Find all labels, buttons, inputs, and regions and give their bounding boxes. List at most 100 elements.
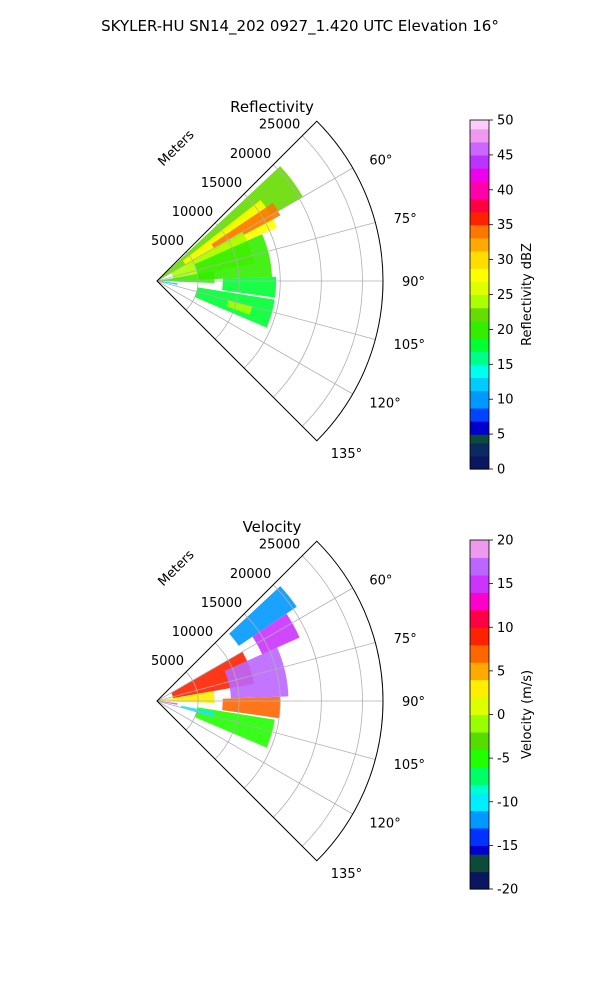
- colorbar-segment: [470, 736, 489, 742]
- colorbar-segment: [470, 561, 489, 567]
- colorbar-segment: [470, 346, 489, 352]
- colorbar-segment: [470, 884, 489, 890]
- colorbar-tick-label: 45: [497, 148, 514, 163]
- colorbar-segment: [470, 622, 489, 628]
- colorbar-tick-label: 40: [497, 183, 514, 198]
- colorbar-segment: [470, 137, 489, 143]
- azimuth-spoke-1: [156, 222, 376, 282]
- colorbar-tick-label: 10: [497, 393, 514, 408]
- colorbar-segment: [470, 740, 489, 746]
- colorbar-segment: [470, 827, 489, 833]
- colorbar-label: Velocity (m/s): [520, 670, 535, 759]
- velocity-colorbar: -20 -15 -10 -5 0 5 10 15 20 Velocity (m/s): [469, 534, 535, 898]
- azimuth-spoke-4: [156, 700, 353, 815]
- reflectivity-polar-grid: [156, 120, 384, 442]
- colorbar-segment: [470, 679, 489, 685]
- colorbar-segment: [470, 194, 489, 200]
- colorbar-segment: [470, 566, 489, 572]
- colorbar-segment: [470, 540, 489, 545]
- colorbar-segment: [470, 871, 489, 877]
- range-tick-label: 15000: [201, 596, 242, 611]
- colorbar-segment: [470, 705, 489, 711]
- colorbar-segment: [470, 237, 489, 243]
- range-tick-label: 5000: [151, 234, 184, 249]
- azimuth-tick-label: 120°: [369, 396, 400, 411]
- colorbar-segment: [470, 771, 489, 777]
- colorbar-segment: [470, 731, 489, 737]
- colorbar-segment: [470, 727, 489, 733]
- colorbar-segment: [470, 464, 489, 470]
- colorbar-segment: [470, 325, 489, 330]
- colorbar-segment: [470, 793, 489, 798]
- colorbar-segment: [470, 442, 489, 448]
- azimuth-tick-label: 75°: [394, 212, 417, 227]
- colorbar-segment: [470, 447, 489, 453]
- radial-axis-label: Meters: [156, 547, 198, 589]
- colorbar-segment: [470, 553, 489, 559]
- colorbar-segment: [470, 154, 489, 160]
- colorbar-segment: [470, 849, 489, 855]
- colorbar-tick-label: 20: [497, 534, 514, 549]
- colorbar-segment: [470, 823, 489, 829]
- echo-region-4: [194, 234, 272, 280]
- colorbar-segment: [470, 451, 489, 457]
- azimuth-tick-label: 75°: [394, 632, 417, 647]
- range-tick-label: 20000: [230, 567, 271, 582]
- colorbar-tick-label: -10: [497, 795, 518, 810]
- colorbar-segment: [470, 220, 489, 226]
- echo-region-8: [226, 300, 253, 315]
- colorbar-segment: [470, 601, 489, 607]
- colorbar-segment: [470, 407, 489, 413]
- colorbar-tick-label: 25: [497, 288, 514, 303]
- colorbar-segment: [470, 862, 489, 868]
- colorbar-segment: [470, 416, 489, 422]
- colorbar-segment: [470, 814, 489, 820]
- colorbar-segment: [470, 307, 489, 313]
- colorbar-segment: [470, 185, 489, 191]
- range-tick-label: 25000: [259, 118, 300, 133]
- colorbar-segment: [470, 858, 489, 864]
- sector-frame: [156, 540, 384, 862]
- colorbar-segment: [470, 233, 489, 239]
- colorbar-tick-label: 5: [497, 664, 505, 679]
- colorbar-tick-label: 15: [497, 358, 514, 373]
- colorbar-segment: [470, 819, 489, 825]
- colorbar-segment: [470, 224, 489, 230]
- colorbar-segment: [470, 657, 489, 663]
- colorbar-segment: [470, 381, 489, 387]
- colorbar-segment: [470, 836, 489, 842]
- colorbar-segment: [470, 329, 489, 335]
- colorbar-segment: [470, 710, 489, 716]
- colorbar-tick-label: 30: [497, 253, 514, 268]
- colorbar-segment: [470, 574, 489, 580]
- colorbar-segment: [470, 229, 489, 235]
- azimuth-tick-label: 90°: [402, 275, 425, 290]
- range-tick-label: 5000: [151, 654, 184, 669]
- colorbar-segment: [470, 670, 489, 676]
- colorbar-segment: [470, 128, 489, 134]
- azimuth-tick-label: 60°: [369, 574, 392, 589]
- colorbar-segment: [470, 246, 489, 252]
- colorbar-segment: [470, 614, 489, 620]
- colorbar-segment: [470, 146, 489, 152]
- colorbar-segment: [470, 368, 489, 374]
- colorbar-segment: [470, 320, 489, 326]
- colorbar-segment: [470, 718, 489, 724]
- colorbar-segment: [470, 753, 489, 759]
- echo-region-5: [157, 271, 215, 283]
- echo-region-3: [224, 647, 289, 699]
- velocity-polar-grid: [156, 540, 384, 862]
- azimuth-spoke-3: [156, 700, 376, 760]
- colorbar-tick-label: -5: [497, 752, 510, 767]
- colorbar-segment: [470, 351, 489, 357]
- colorbar-segment: [470, 311, 489, 317]
- colorbar-segment: [470, 290, 489, 296]
- colorbar-segment: [470, 806, 489, 812]
- colorbar-segment: [470, 779, 489, 785]
- range-tick-label: 10000: [172, 205, 213, 220]
- panel-title: Reflectivity: [230, 98, 314, 116]
- colorbar-tick-label: 5: [497, 428, 505, 443]
- colorbar-segment: [470, 627, 489, 633]
- colorbar-segment: [470, 845, 489, 851]
- colorbar-segment: [470, 810, 489, 816]
